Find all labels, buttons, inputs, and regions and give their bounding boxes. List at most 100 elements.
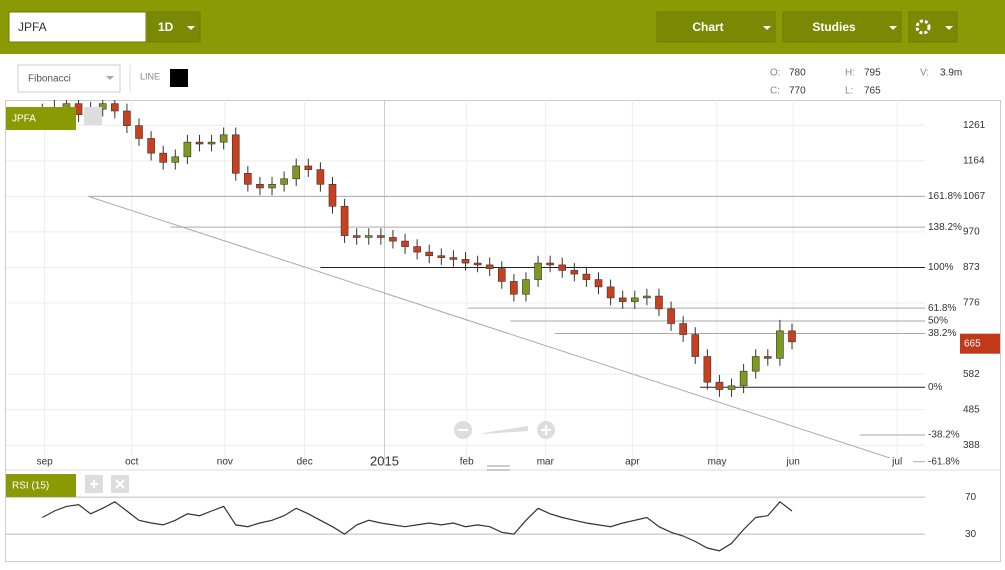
candle-body (473, 262, 482, 266)
quote-label: C: (770, 86, 780, 97)
candle-body (570, 270, 579, 275)
candle-body (352, 235, 361, 238)
plus-icon (90, 480, 98, 488)
candle-body (316, 169, 325, 185)
quote-value: 765 (864, 86, 881, 97)
candle-body (497, 268, 506, 282)
dropdown-arrow (945, 26, 953, 30)
tool-name: Fibonacci (28, 74, 71, 85)
x-tick-label: dec (297, 457, 313, 468)
candle-body (485, 264, 494, 269)
candle-body (413, 246, 421, 253)
candle-body (643, 295, 651, 299)
fib-label: 38.2% (928, 328, 956, 339)
x-tick-label: 2015 (370, 453, 399, 468)
dropdown-arrow (889, 26, 897, 30)
resize-handle[interactable] (487, 465, 510, 471)
candle-body (522, 279, 530, 295)
candle-body (425, 251, 434, 257)
candle-body (219, 134, 228, 143)
x-tick-label: may (708, 457, 727, 468)
dropdown-arrow (187, 26, 195, 30)
gear-icon (915, 19, 931, 35)
candle-body (691, 334, 700, 357)
zoom-slider[interactable] (483, 426, 528, 434)
quote-value: 780 (789, 68, 806, 79)
chart-frame (5, 100, 1001, 562)
x-tick-label: mar (537, 457, 555, 468)
y-tick-label: 1261 (963, 120, 986, 131)
chart-button[interactable] (656, 11, 776, 43)
candle-body (582, 273, 591, 280)
trendline (88, 195, 891, 459)
studies-label: Studies (812, 20, 856, 34)
candle-body (546, 262, 554, 266)
candle-body (788, 330, 796, 343)
candle-body (244, 172, 252, 185)
candle-body (389, 237, 397, 242)
y-tick-label: 388 (963, 440, 980, 451)
quote-value: 770 (789, 86, 806, 97)
x-tick-label: sep (37, 457, 54, 468)
fib-label: 0% (928, 382, 943, 393)
candle-body (739, 370, 748, 387)
candle-body (159, 152, 167, 163)
x-tick-label: jul (891, 457, 902, 468)
interval: 1D (158, 20, 174, 34)
candle-body (764, 356, 772, 359)
x-tick-label: nov (217, 457, 233, 468)
candle-body (534, 262, 542, 280)
candle-body (231, 134, 240, 174)
last-price-label: 665 (964, 338, 981, 349)
candle-body (195, 141, 204, 145)
candle-body (340, 205, 349, 236)
last-price-tag (960, 333, 1000, 354)
candle-body (679, 323, 687, 335)
fib-label: 100% (928, 262, 954, 273)
price-pane (6, 100, 925, 465)
candle-body (510, 281, 518, 295)
y-tick-label: 1067 (963, 191, 986, 202)
fib-label: 50% (928, 316, 948, 327)
symbol-input[interactable] (8, 11, 147, 43)
rsi-pane: 30 70 (6, 492, 977, 552)
candle-body (183, 141, 192, 158)
symbol-tag (6, 107, 76, 130)
candle-body (655, 295, 663, 310)
y-tick-label: 970 (963, 227, 980, 238)
expand-button[interactable] (84, 107, 102, 125)
study-tag (6, 474, 76, 497)
studies-button[interactable] (782, 11, 902, 43)
candle-body (135, 125, 143, 139)
candle-body (292, 165, 301, 180)
quote-value: 3.9m (940, 68, 962, 79)
candle-body (776, 330, 784, 359)
line-label: LINE (140, 71, 160, 81)
candle-body (437, 255, 446, 258)
quote-label: H: (845, 68, 855, 79)
candle-body (401, 240, 409, 247)
candle-body (74, 103, 83, 115)
candle-body (147, 138, 155, 154)
candle-body (703, 356, 712, 383)
x-tick-label: jun (786, 457, 800, 468)
fib-label: 161.8% (928, 191, 962, 202)
line-color[interactable] (170, 69, 188, 87)
candle-body (268, 183, 276, 189)
fib-label: 138.2% (928, 222, 962, 233)
candle-body (461, 259, 470, 264)
dropdown-arrow (106, 76, 114, 80)
candle-body (98, 103, 107, 110)
y-tick-label: 70 (965, 492, 977, 503)
candle-body (304, 165, 313, 170)
fib-label: -61.8% (928, 456, 960, 467)
candle-body (62, 103, 71, 108)
chart-label: Chart (692, 20, 723, 34)
y-tick-label: 776 (963, 298, 980, 309)
x-tick-label: oct (125, 457, 139, 468)
dropdown-arrow (763, 26, 771, 30)
tool-select[interactable] (17, 64, 121, 93)
fib-label: 61.8% (928, 303, 956, 314)
